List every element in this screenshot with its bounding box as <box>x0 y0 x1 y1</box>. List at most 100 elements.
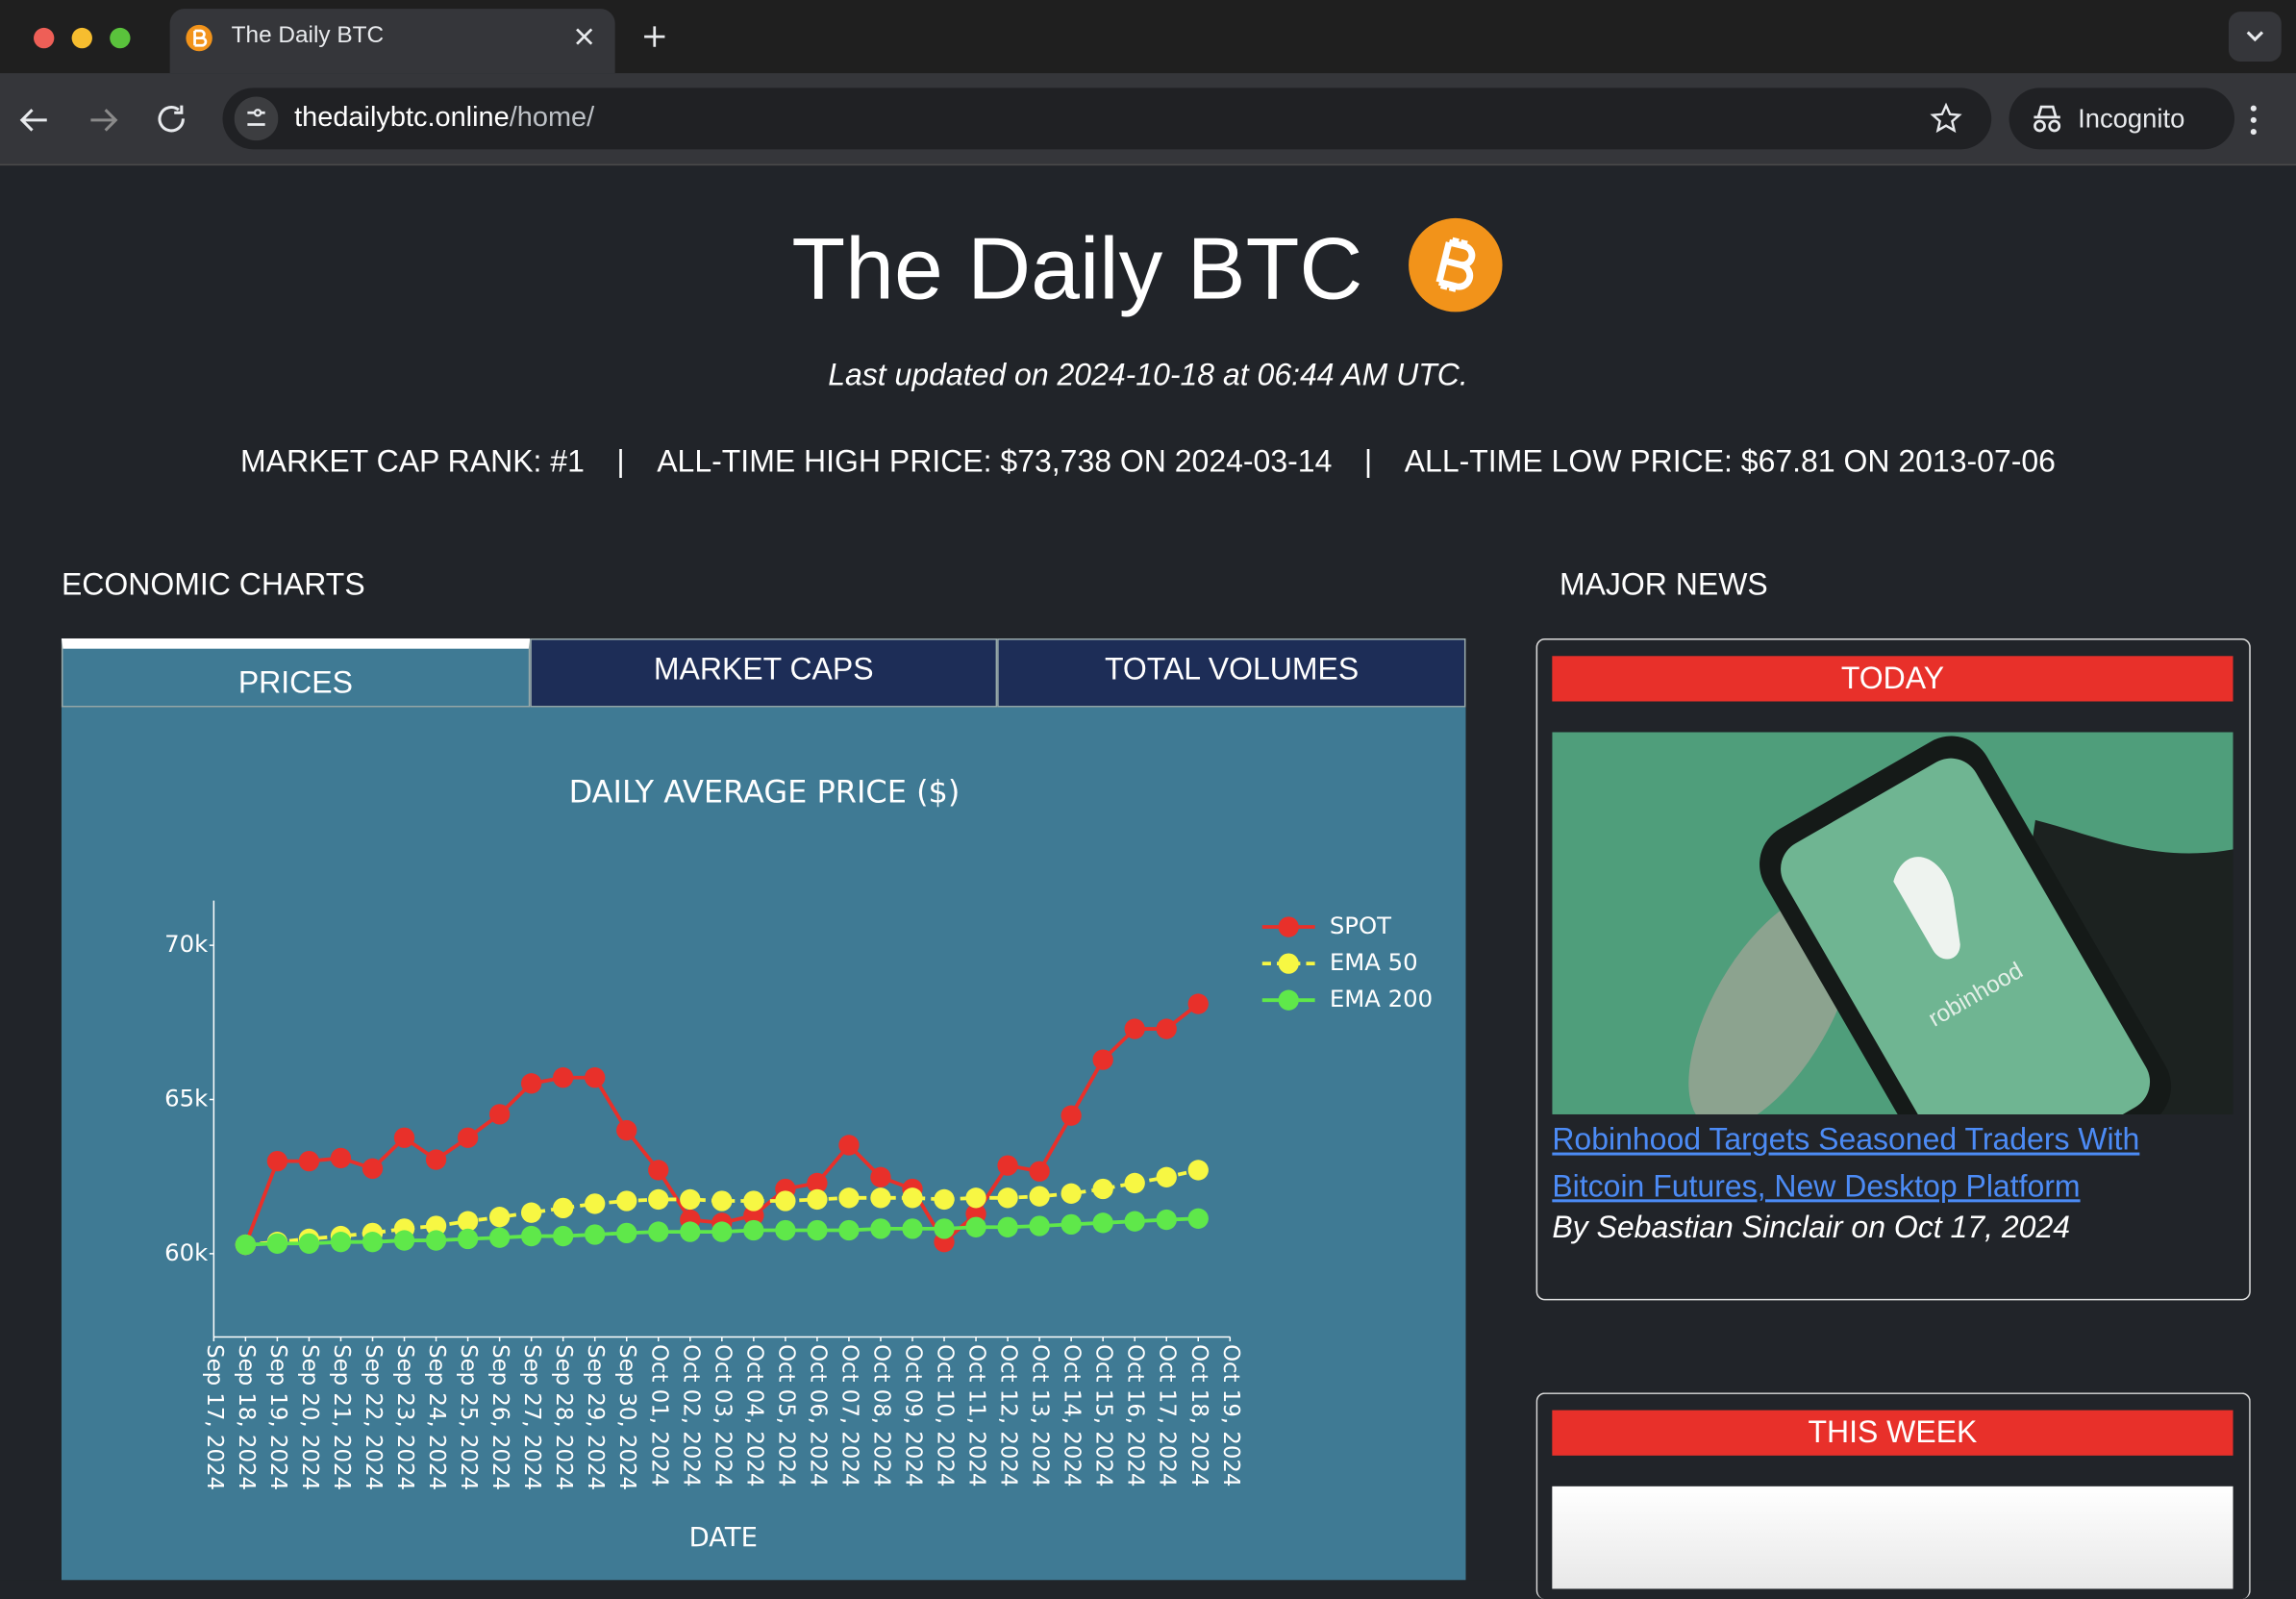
menu-button[interactable] <box>2240 103 2266 138</box>
chart-tab[interactable]: PRICES <box>61 638 530 708</box>
data-point <box>743 1190 764 1212</box>
maximize-window[interactable] <box>110 27 131 49</box>
data-point <box>711 1190 733 1212</box>
data-point <box>393 1127 415 1148</box>
data-point <box>680 1188 701 1211</box>
x-tick-label: Sep 24, 2024 <box>424 1344 449 1490</box>
x-tick-label: Oct 19, 2024 <box>1218 1344 1243 1487</box>
chart-tab[interactable]: MARKET CAPS <box>529 638 998 708</box>
data-point <box>330 1232 352 1253</box>
data-point <box>870 1187 891 1209</box>
reload-button[interactable] <box>158 105 185 133</box>
x-tick-label: Oct 05, 2024 <box>773 1344 798 1487</box>
news-image[interactable]: robinhood <box>1552 732 2234 1114</box>
data-point <box>425 1149 447 1170</box>
close-window[interactable] <box>34 27 55 49</box>
data-point <box>1061 1213 1082 1236</box>
data-point <box>488 1207 511 1228</box>
x-tick-label: Oct 17, 2024 <box>1155 1344 1180 1487</box>
site-title: The Daily BTC <box>791 219 1363 318</box>
data-point <box>1061 1183 1082 1204</box>
data-point <box>553 1067 574 1088</box>
data-point <box>298 1233 320 1254</box>
site-header: The Daily BTC <box>0 216 2296 319</box>
data-point <box>616 1119 637 1141</box>
data-point <box>425 1215 447 1237</box>
data-point <box>585 1067 606 1088</box>
data-point <box>997 1155 1018 1176</box>
url-host: thedailybtc.online <box>294 102 510 134</box>
data-point <box>266 1233 288 1254</box>
data-point <box>298 1150 320 1172</box>
chevron-icon <box>2246 31 2264 42</box>
chart-panel: DAILY AVERAGE PRICE ($) DATE 60k 65k 70k Se… <box>61 707 1466 1581</box>
x-tick-label: Oct 11, 2024 <box>964 1344 989 1487</box>
x-tick-label: Sep 28, 2024 <box>551 1344 576 1490</box>
x-tick-label: Oct 10, 2024 <box>933 1344 958 1487</box>
data-point <box>1092 1049 1113 1070</box>
stat: ALL-TIME LOW PRICE: $67.81 ON 2013-07-06 <box>1332 445 2056 479</box>
data-point <box>1187 1160 1209 1181</box>
data-point <box>743 1219 764 1241</box>
data-point <box>1092 1178 1113 1200</box>
bitcoin-logo <box>1409 217 1504 312</box>
data-point <box>425 1230 447 1251</box>
y-tick-label: 65k <box>164 1084 209 1112</box>
bookmark-star[interactable] <box>1930 102 1962 136</box>
data-point <box>616 1190 637 1212</box>
minimize-window[interactable] <box>71 27 92 49</box>
data-point <box>934 1188 955 1211</box>
x-tick-label: Oct 06, 2024 <box>805 1344 830 1487</box>
data-point <box>1156 1018 1177 1039</box>
data-point <box>1029 1186 1050 1207</box>
legend-marker <box>1278 953 1299 974</box>
data-point <box>838 1135 860 1156</box>
news-card: THIS WEEK <box>1535 1392 2251 1599</box>
stats-line: MARKET CAP RANK: #1ALL-TIME HIGH PRICE: … <box>0 445 2296 481</box>
news-image[interactable] <box>1552 1486 2234 1589</box>
data-point <box>488 1227 511 1248</box>
data-point <box>520 1073 542 1094</box>
data-point <box>520 1202 542 1223</box>
new-tab[interactable] <box>641 23 667 49</box>
x-tick-label: Oct 12, 2024 <box>996 1344 1021 1487</box>
back-button[interactable] <box>19 109 47 132</box>
data-point <box>1061 1105 1082 1126</box>
data-point <box>330 1147 352 1169</box>
x-tick-label: Sep 30, 2024 <box>614 1344 639 1490</box>
x-tick-label: Oct 14, 2024 <box>1060 1344 1085 1487</box>
data-point <box>997 1187 1018 1209</box>
profile-label: Incognito <box>2078 104 2185 134</box>
data-point <box>1029 1215 1050 1237</box>
data-point <box>1029 1161 1050 1182</box>
close-tab[interactable] <box>574 26 594 46</box>
chart-tab[interactable]: TOTAL VOLUMES <box>997 638 1466 708</box>
x-tick-label: Oct 13, 2024 <box>1028 1344 1053 1487</box>
data-point <box>807 1172 828 1194</box>
data-point <box>648 1221 669 1242</box>
data-point <box>553 1225 574 1247</box>
site-info[interactable] <box>234 96 279 141</box>
x-tick-label: Oct 04, 2024 <box>741 1344 766 1487</box>
window-controls <box>34 27 131 49</box>
legend-marker <box>1278 989 1299 1011</box>
incognito-chip[interactable]: Incognito <box>2009 87 2235 150</box>
x-tick-label: Oct 15, 2024 <box>1091 1344 1116 1487</box>
forward-button[interactable] <box>90 109 118 132</box>
data-point <box>553 1197 574 1219</box>
tab-search[interactable] <box>2228 12 2282 62</box>
legend-label: SPOT <box>1330 912 1391 939</box>
data-point <box>965 1216 986 1237</box>
data-point <box>680 1221 701 1242</box>
x-tick-label: Sep 23, 2024 <box>392 1344 417 1490</box>
x-tick-label: Oct 18, 2024 <box>1186 1344 1211 1487</box>
legend-label: EMA 50 <box>1330 948 1418 976</box>
data-point <box>838 1219 860 1241</box>
browser-tab[interactable]: The Daily BTC <box>169 9 615 74</box>
legend-label: EMA 200 <box>1330 985 1433 1012</box>
address-bar[interactable]: thedailybtc.online/home/ <box>222 87 1992 150</box>
news-headline[interactable]: Robinhood Targets Seasoned Traders With … <box>1552 1123 2140 1204</box>
stat: ALL-TIME HIGH PRICE: $73,738 ON 2024-03-… <box>585 445 1332 479</box>
data-point <box>902 1218 923 1239</box>
x-tick-label: Sep 26, 2024 <box>487 1344 512 1490</box>
